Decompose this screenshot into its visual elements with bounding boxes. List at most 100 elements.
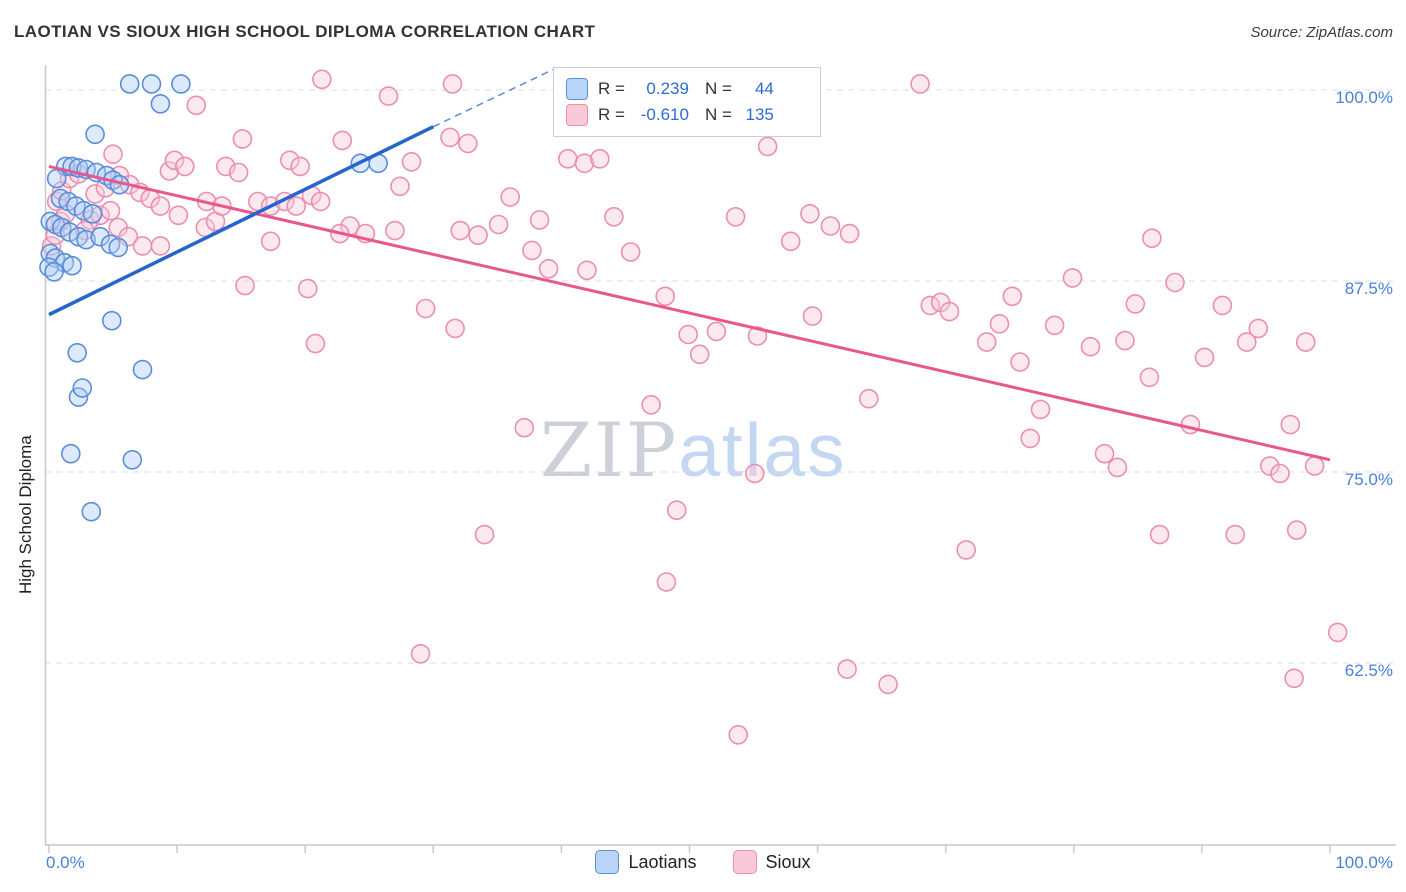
sioux-point	[1020, 428, 1040, 449]
laotians-point	[171, 74, 191, 94]
sioux-point	[150, 196, 171, 216]
sioux-point	[780, 231, 801, 252]
n-label: N =	[704, 79, 732, 98]
sioux-point	[1284, 668, 1304, 689]
y-axis-title: High School Diploma	[16, 435, 35, 594]
sioux-point	[159, 161, 180, 181]
laotians-r-value: 0.239	[646, 79, 689, 98]
sioux-point	[656, 572, 677, 592]
sioux-swatch	[566, 104, 588, 126]
sioux-point	[440, 127, 460, 148]
laotians-legend-label: Laotians	[628, 851, 697, 872]
sioux-point	[390, 176, 410, 197]
sioux-point	[1115, 330, 1135, 351]
laotians-point	[46, 168, 67, 189]
legend-item-laotians: Laotians	[595, 850, 697, 874]
sioux-point	[378, 86, 399, 106]
sioux-point	[1225, 524, 1245, 545]
sioux-point	[557, 149, 578, 169]
source-link[interactable]: Source: ZipAtlas.com	[1250, 24, 1393, 41]
laotians-point	[59, 222, 80, 242]
sioux-point	[290, 156, 310, 177]
sioux-point	[235, 275, 255, 296]
laotians-swatch	[566, 78, 588, 100]
sioux-point	[332, 130, 353, 151]
correlation-stats-legend: R = 0.239 N = 44 R = -0.610 N = 135	[553, 67, 821, 137]
sioux-point	[1194, 347, 1215, 368]
sioux-point	[589, 149, 610, 169]
sioux-point	[1260, 456, 1280, 476]
sioux-point	[1180, 414, 1201, 435]
sioux-point	[1248, 318, 1269, 339]
sioux-point	[1125, 294, 1146, 314]
series-legend: Laotians Sioux	[0, 850, 1406, 874]
sioux-point	[1327, 622, 1348, 643]
sioux-point	[910, 74, 930, 94]
y-tick-label-62-5: 62.5%	[1344, 661, 1393, 680]
sioux-point	[1062, 268, 1083, 288]
sioux-point	[1030, 399, 1051, 420]
watermark-zip: ZIP	[540, 406, 679, 494]
sioux-point	[728, 724, 749, 745]
laotians-point	[72, 378, 93, 398]
laotians-point	[119, 74, 140, 94]
sioux-point	[175, 156, 195, 177]
sioux-point	[747, 326, 768, 346]
laotians-point	[108, 237, 128, 258]
sioux-point	[976, 332, 997, 352]
laotians-legend-swatch	[595, 850, 620, 874]
sioux-point	[442, 74, 463, 94]
sioux-point	[956, 540, 977, 560]
zipatlas-watermark: ZIPatlas	[540, 406, 847, 494]
sioux-point	[574, 153, 595, 174]
sioux-point	[132, 236, 153, 256]
sioux-n-value: 135	[745, 105, 774, 124]
sioux-point	[858, 388, 879, 409]
sioux-point	[164, 150, 185, 171]
legend-row-sioux: R = -0.610 N = 135	[566, 102, 808, 128]
sioux-r-value: -0.610	[640, 105, 689, 124]
laotians-point	[85, 124, 105, 145]
x-axis-label-max: 100.0%	[1335, 853, 1393, 872]
sioux-point	[1286, 520, 1307, 540]
laotians-n-value: 44	[754, 79, 774, 98]
sioux-point	[1236, 332, 1257, 352]
sioux-point	[168, 205, 189, 226]
sioux-point	[401, 152, 422, 172]
y-tick-label-75: 75.0%	[1344, 470, 1393, 489]
laotians-point	[61, 443, 81, 464]
sioux-point	[1149, 524, 1170, 545]
sioux-point	[297, 278, 318, 299]
watermark-atlas: atlas	[678, 408, 847, 492]
sioux-point	[488, 214, 509, 235]
sioux-point	[450, 220, 471, 241]
n-label: N =	[704, 105, 732, 124]
sioux-point	[1295, 332, 1316, 352]
sioux-point	[260, 231, 281, 252]
laotians-point	[67, 342, 87, 363]
sioux-point	[1094, 443, 1115, 464]
sioux-point	[415, 298, 436, 319]
sioux-point	[878, 674, 898, 695]
sioux-point	[228, 162, 249, 183]
r-label: R =	[598, 105, 625, 124]
laotians-point	[141, 74, 162, 94]
sioux-point	[655, 286, 676, 307]
legend-row-laotians: R = 0.239 N = 44	[566, 76, 808, 102]
sioux-point	[757, 136, 778, 157]
sioux-point	[514, 417, 535, 438]
sioux-point	[604, 207, 624, 227]
sioux-point	[1304, 456, 1325, 476]
sioux-point	[1139, 367, 1160, 388]
sioux-point	[232, 129, 253, 149]
sioux-point	[150, 236, 171, 256]
sioux-legend-label: Sioux	[765, 851, 811, 872]
sioux-point	[103, 144, 123, 164]
sioux-point	[500, 187, 521, 207]
y-tick-label-100: 100.0%	[1335, 88, 1393, 107]
sioux-point	[410, 643, 431, 664]
laotians-point	[122, 449, 143, 470]
sioux-point	[1212, 295, 1233, 316]
sioux-point	[458, 133, 478, 154]
laotians-trendline	[48, 125, 435, 317]
